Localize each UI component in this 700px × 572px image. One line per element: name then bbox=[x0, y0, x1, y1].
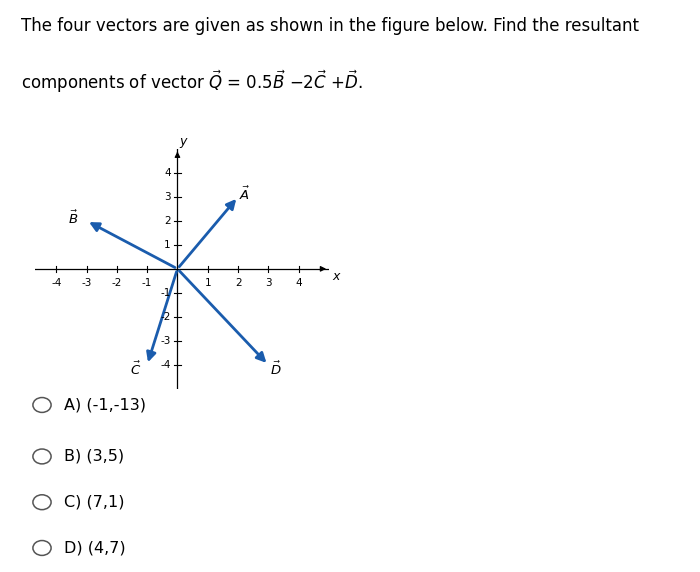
Text: -1: -1 bbox=[160, 288, 171, 298]
Text: 2: 2 bbox=[164, 216, 171, 226]
Text: 1: 1 bbox=[204, 278, 211, 288]
Text: 4: 4 bbox=[295, 278, 302, 288]
Text: B) (3,5): B) (3,5) bbox=[64, 449, 125, 464]
Text: 4: 4 bbox=[164, 168, 171, 178]
Text: 3: 3 bbox=[265, 278, 272, 288]
Text: -3: -3 bbox=[81, 278, 92, 288]
Text: $\vec{B}$: $\vec{B}$ bbox=[68, 209, 78, 227]
Text: $\vec{D}$: $\vec{D}$ bbox=[270, 360, 281, 378]
Text: The four vectors are given as shown in the figure below. Find the resultant: The four vectors are given as shown in t… bbox=[21, 17, 639, 35]
Text: -3: -3 bbox=[160, 336, 171, 346]
Text: C) (7,1): C) (7,1) bbox=[64, 495, 125, 510]
Text: -1: -1 bbox=[142, 278, 153, 288]
Text: 2: 2 bbox=[234, 278, 241, 288]
Text: $\vec{C}$: $\vec{C}$ bbox=[130, 360, 141, 378]
Text: x: x bbox=[332, 269, 340, 283]
Text: 1: 1 bbox=[164, 240, 171, 250]
Text: A) (-1,-13): A) (-1,-13) bbox=[64, 398, 146, 412]
Text: -4: -4 bbox=[51, 278, 62, 288]
Text: y: y bbox=[179, 134, 187, 148]
Text: components of vector $\vec{Q}$ = 0.5$\vec{B}$ $-$2$\vec{C}$ $+\vec{D}$.: components of vector $\vec{Q}$ = 0.5$\ve… bbox=[21, 69, 363, 95]
Text: $\vec{A}$: $\vec{A}$ bbox=[239, 185, 250, 202]
Text: -2: -2 bbox=[160, 312, 171, 322]
Text: D) (4,7): D) (4,7) bbox=[64, 541, 126, 555]
Text: -2: -2 bbox=[111, 278, 122, 288]
Text: -4: -4 bbox=[160, 360, 171, 370]
Text: 3: 3 bbox=[164, 192, 171, 202]
